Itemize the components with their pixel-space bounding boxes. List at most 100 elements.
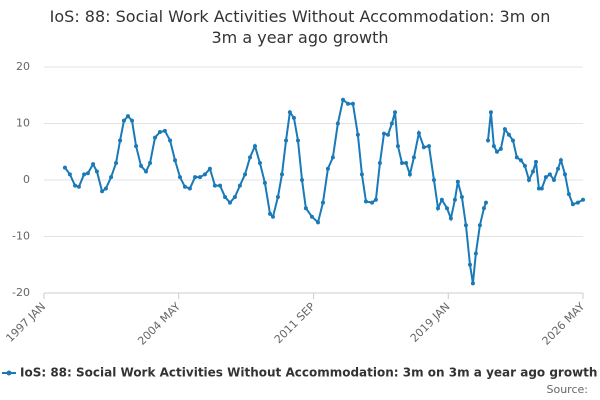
point xyxy=(395,144,400,149)
point xyxy=(506,132,511,137)
series-line xyxy=(64,97,487,284)
point xyxy=(148,161,153,166)
point xyxy=(320,200,325,205)
point xyxy=(300,178,305,182)
point xyxy=(377,161,382,166)
point xyxy=(248,155,253,160)
point xyxy=(551,178,556,182)
point xyxy=(483,200,488,205)
point xyxy=(118,138,123,143)
point xyxy=(522,163,527,168)
point xyxy=(481,206,486,211)
point xyxy=(370,200,375,205)
point xyxy=(485,138,490,143)
point xyxy=(355,132,360,137)
point xyxy=(575,200,580,205)
point xyxy=(143,169,148,174)
x-tick-label: 2026 MAY xyxy=(540,300,588,348)
point xyxy=(67,172,72,177)
y-tick-label: -20 xyxy=(12,286,30,299)
point xyxy=(581,197,585,202)
point xyxy=(393,110,398,115)
point xyxy=(558,158,563,163)
point xyxy=(168,138,173,143)
point xyxy=(73,183,78,188)
point xyxy=(157,129,162,134)
point xyxy=(182,184,187,189)
point xyxy=(218,183,223,188)
point xyxy=(467,262,472,267)
point xyxy=(536,186,541,191)
point xyxy=(109,175,114,180)
point xyxy=(279,172,284,177)
point xyxy=(570,202,575,207)
point xyxy=(531,169,536,174)
point xyxy=(309,214,314,219)
point xyxy=(543,175,548,180)
point xyxy=(262,180,267,185)
point xyxy=(335,121,340,126)
point xyxy=(547,172,552,177)
y-tick-label: 20 xyxy=(16,60,30,73)
point xyxy=(125,114,130,119)
point xyxy=(562,172,567,177)
point xyxy=(431,178,436,182)
point xyxy=(134,144,139,149)
point xyxy=(411,155,416,160)
point xyxy=(448,216,453,221)
point xyxy=(212,183,217,188)
point xyxy=(91,162,96,167)
point xyxy=(502,127,507,132)
point xyxy=(494,149,499,154)
point xyxy=(427,144,431,149)
point xyxy=(340,97,345,102)
point xyxy=(198,175,203,180)
point xyxy=(510,138,515,143)
point xyxy=(325,166,330,171)
y-tick-label: 10 xyxy=(16,117,30,130)
point xyxy=(295,138,300,143)
y-tick-label: -10 xyxy=(12,230,30,243)
point xyxy=(399,161,404,166)
point xyxy=(473,251,478,256)
point xyxy=(152,135,157,140)
point xyxy=(62,165,67,170)
legend-marker xyxy=(6,370,12,376)
point xyxy=(287,110,292,115)
point xyxy=(173,158,178,163)
point xyxy=(407,172,412,177)
point xyxy=(232,194,237,199)
point xyxy=(94,169,99,174)
point xyxy=(82,172,87,177)
point xyxy=(381,131,386,136)
point xyxy=(207,166,212,171)
point xyxy=(139,163,144,168)
point xyxy=(268,211,273,216)
source: Source: xyxy=(547,383,589,396)
point xyxy=(389,121,394,126)
chart-title: IoS: 88: Social Work Activities Without … xyxy=(49,7,551,47)
point xyxy=(518,158,523,163)
point xyxy=(316,220,321,225)
x-tick-label: 2011 SEP xyxy=(272,300,318,346)
point xyxy=(237,183,242,188)
point xyxy=(162,128,167,133)
point xyxy=(421,145,426,150)
point xyxy=(386,132,391,137)
point xyxy=(303,206,308,211)
point xyxy=(459,194,464,199)
point xyxy=(121,118,126,123)
point xyxy=(436,206,441,211)
point xyxy=(100,189,105,194)
point xyxy=(439,197,444,202)
point xyxy=(193,175,198,180)
point xyxy=(533,159,538,164)
point xyxy=(477,223,482,228)
point xyxy=(103,186,108,191)
point xyxy=(243,172,248,177)
point xyxy=(445,206,450,211)
point xyxy=(491,144,496,149)
point xyxy=(416,131,421,136)
